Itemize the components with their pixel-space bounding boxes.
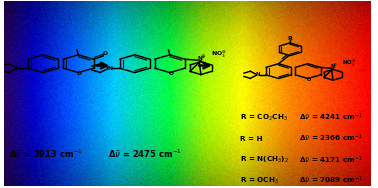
Text: N: N: [198, 56, 203, 61]
Text: R = N(CH$_3$)$_2$: R = N(CH$_3$)$_2$: [240, 155, 289, 165]
Text: N: N: [107, 66, 112, 71]
Text: Δ$\bar{\nu}$ = 4241 cm$^{-1}$: Δ$\bar{\nu}$ = 4241 cm$^{-1}$: [299, 112, 363, 123]
Text: Δ$\bar{\nu}$ = 3913 cm$^{-1}$: Δ$\bar{\nu}$ = 3913 cm$^{-1}$: [9, 147, 83, 160]
Text: NO$_3^{\ominus}$: NO$_3^{\ominus}$: [342, 58, 356, 69]
Text: N: N: [16, 66, 21, 71]
Text: Δ$\bar{\nu}$ = 4171 cm$^{-1}$: Δ$\bar{\nu}$ = 4171 cm$^{-1}$: [299, 154, 363, 166]
Text: NO$_3^{\ominus}$: NO$_3^{\ominus}$: [211, 49, 227, 60]
Text: O: O: [307, 77, 311, 82]
Text: $\oplus$: $\oplus$: [200, 52, 206, 60]
Text: N: N: [330, 64, 335, 69]
Text: O: O: [77, 71, 82, 76]
Text: N: N: [256, 72, 260, 77]
Text: R = OCH$_3$: R = OCH$_3$: [240, 175, 279, 186]
Text: Δ$\bar{\nu}$ = 2366 cm$^{-1}$: Δ$\bar{\nu}$ = 2366 cm$^{-1}$: [299, 133, 363, 144]
Text: $\oplus$: $\oplus$: [332, 61, 338, 68]
Text: R: R: [288, 36, 293, 41]
Text: R = CO$_2$CH$_3$: R = CO$_2$CH$_3$: [240, 112, 288, 123]
Text: O: O: [103, 51, 108, 56]
Text: Δ$\bar{\nu}$ = 2475 cm$^{-1}$: Δ$\bar{\nu}$ = 2475 cm$^{-1}$: [108, 147, 182, 160]
Text: R = H: R = H: [240, 136, 263, 142]
Text: O: O: [169, 71, 174, 76]
Text: Δ$\bar{\nu}$ = 7089 cm$^{-1}$: Δ$\bar{\nu}$ = 7089 cm$^{-1}$: [299, 175, 363, 186]
